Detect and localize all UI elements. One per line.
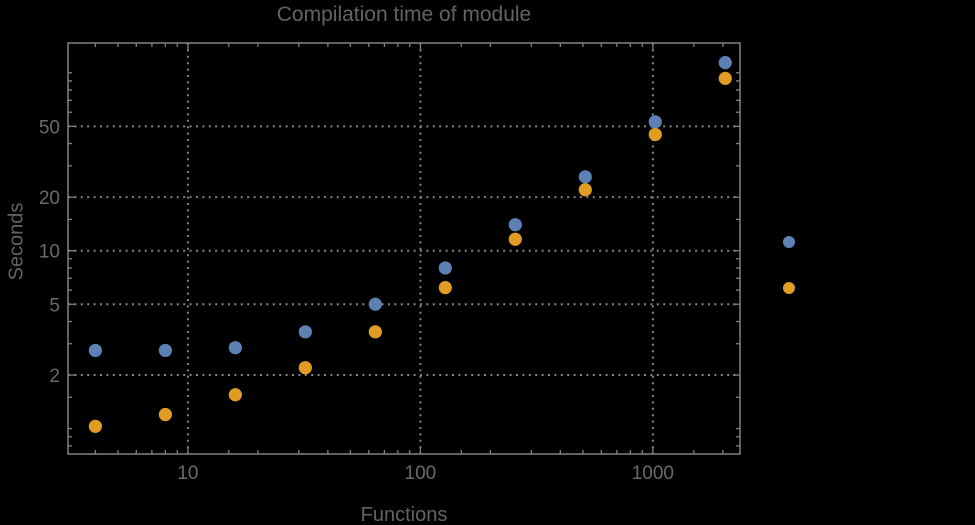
data-point-orange-4 (88, 419, 102, 433)
data-point-blue-1024 (648, 115, 662, 129)
legend-marker-blue (783, 236, 795, 248)
data-point-blue-8 (158, 343, 172, 358)
data-point-orange-128 (438, 281, 452, 295)
data-point-blue-256 (508, 218, 522, 232)
data-point-blue-128 (438, 261, 452, 275)
plot-frame (67, 42, 741, 455)
legend-marker-orange (783, 282, 795, 294)
y-axis-label: Seconds (5, 202, 28, 281)
data-point-orange-2048 (718, 71, 732, 85)
x-tick-label-1000: 1000 (632, 463, 674, 484)
chart-title: Compilation time of module (276, 3, 532, 26)
data-point-blue-64 (368, 297, 382, 311)
y-tick-label-20: 20 (39, 188, 60, 209)
x-tick-label-10: 10 (177, 463, 198, 484)
y-tick-label-2: 2 (49, 366, 60, 387)
data-point-blue-512 (578, 170, 592, 184)
y-tick-label-10: 10 (39, 242, 60, 263)
x-tick-label-100: 100 (405, 463, 437, 484)
data-point-blue-32 (298, 325, 312, 339)
data-point-blue-4 (88, 343, 102, 358)
data-point-orange-16 (228, 388, 242, 402)
data-point-orange-1024 (648, 127, 662, 142)
data-point-orange-256 (508, 232, 522, 246)
data-point-orange-512 (578, 183, 592, 197)
x-axis-label: Functions (360, 504, 448, 525)
data-point-orange-8 (158, 407, 172, 422)
data-point-orange-64 (368, 325, 382, 339)
y-tick-label-5: 5 (49, 295, 60, 316)
y-tick-label-50: 50 (39, 117, 60, 138)
data-point-blue-16 (228, 341, 242, 355)
data-point-blue-2048 (718, 56, 732, 70)
data-point-orange-32 (298, 361, 312, 375)
